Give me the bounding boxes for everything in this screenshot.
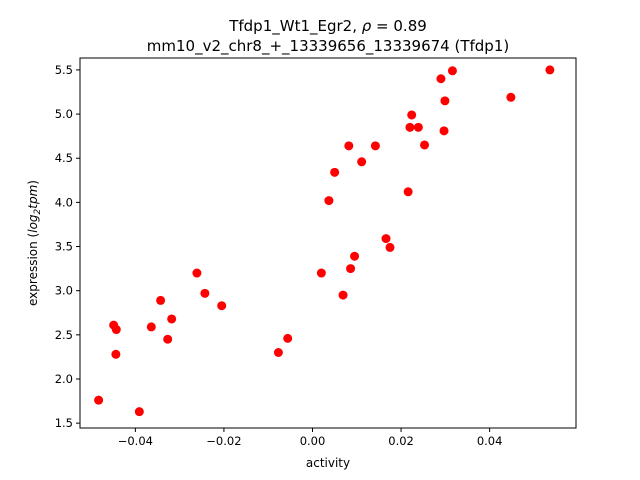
data-point bbox=[283, 333, 293, 343]
data-point bbox=[440, 96, 450, 106]
x-tick-label: 0.04 bbox=[477, 434, 503, 448]
data-point bbox=[338, 290, 348, 300]
data-point bbox=[200, 288, 210, 298]
y-tick-label: 5.0 bbox=[55, 107, 73, 121]
plot-area bbox=[80, 58, 576, 428]
data-point bbox=[370, 141, 380, 151]
y-tick-label: 3.5 bbox=[55, 240, 73, 254]
data-point bbox=[403, 187, 413, 197]
data-point bbox=[163, 334, 173, 344]
data-point bbox=[217, 301, 227, 311]
data-point bbox=[94, 395, 104, 405]
data-point bbox=[111, 325, 121, 335]
y-tick-label: 1.5 bbox=[55, 416, 73, 430]
data-point bbox=[134, 407, 144, 417]
data-point bbox=[357, 157, 367, 167]
data-point bbox=[324, 196, 334, 206]
y-tick-label: 3.0 bbox=[55, 284, 73, 298]
data-point bbox=[330, 167, 340, 177]
data-point bbox=[273, 347, 283, 357]
y-tick-label: 5.5 bbox=[55, 63, 73, 77]
data-point bbox=[385, 242, 395, 252]
data-point bbox=[506, 92, 516, 102]
chart-title-line2: mm10_v2_chr8_+_13339656_13339674 (Tfdp1) bbox=[147, 37, 509, 56]
data-point bbox=[447, 66, 457, 76]
data-point bbox=[344, 141, 354, 151]
data-point bbox=[316, 268, 326, 278]
y-tick-label: 2.0 bbox=[55, 372, 73, 386]
y-tick-label: 4.5 bbox=[55, 151, 73, 165]
data-point bbox=[381, 234, 391, 244]
data-point bbox=[346, 264, 356, 274]
data-point bbox=[156, 295, 166, 305]
data-point bbox=[146, 322, 156, 332]
chart-title-line1: Tfdp1_Wt1_Egr2, ρ = 0.89 bbox=[228, 17, 427, 36]
plot-frame bbox=[79, 57, 577, 429]
data-point bbox=[439, 126, 449, 136]
x-tick-label: 0.00 bbox=[300, 434, 326, 448]
data-point bbox=[350, 251, 360, 261]
data-point bbox=[436, 74, 446, 84]
x-axis-label: activity bbox=[306, 456, 350, 470]
data-points bbox=[94, 65, 555, 417]
y-axis-label: expression (log2tpm) bbox=[26, 180, 43, 306]
x-axis-ticks: −0.04 −0.02 0.00 0.02 0.04 bbox=[118, 428, 503, 448]
data-point bbox=[111, 349, 121, 359]
data-point bbox=[192, 268, 202, 278]
x-tick-label: −0.02 bbox=[206, 434, 241, 448]
y-axis-ticks: 1.5 2.0 2.5 3.0 3.5 4.0 4.5 5.0 5.5 bbox=[55, 63, 80, 430]
x-tick-label: −0.04 bbox=[118, 434, 153, 448]
data-point bbox=[413, 122, 423, 132]
y-tick-label: 4.0 bbox=[55, 195, 73, 209]
data-point bbox=[420, 140, 430, 150]
data-point bbox=[407, 110, 417, 120]
data-point bbox=[405, 122, 415, 132]
y-tick-label: 2.5 bbox=[55, 328, 73, 342]
x-tick-label: 0.02 bbox=[388, 434, 414, 448]
data-point bbox=[167, 314, 177, 324]
data-point bbox=[545, 65, 555, 75]
